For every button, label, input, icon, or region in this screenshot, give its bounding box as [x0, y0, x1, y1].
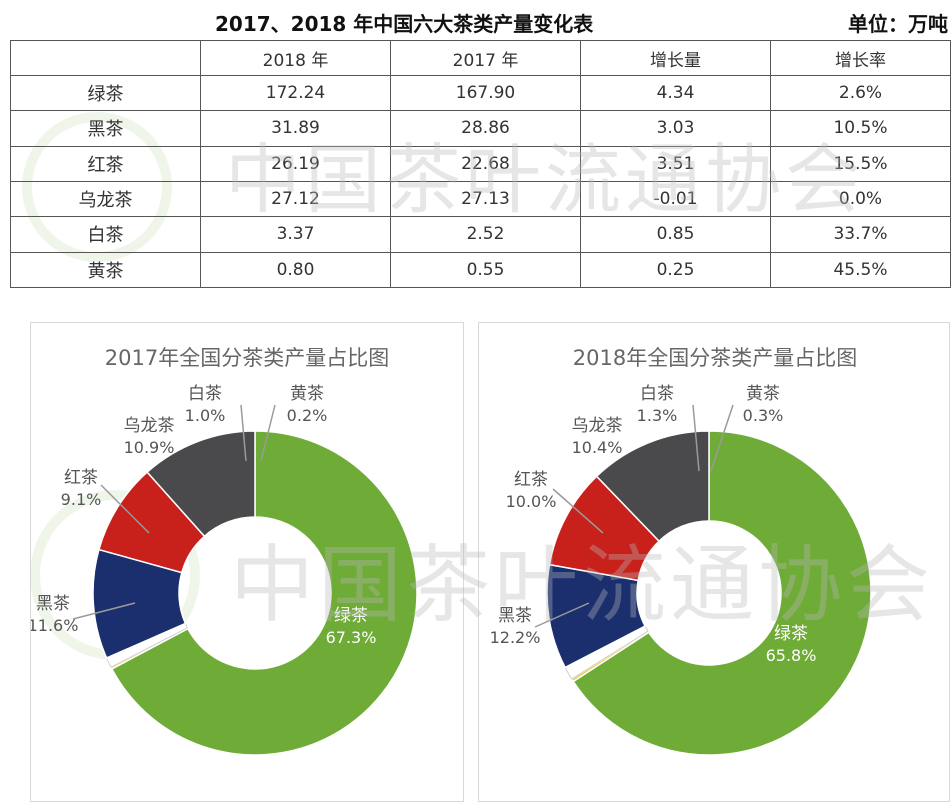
- table-cell: 167.90: [390, 74, 581, 112]
- slice-percent-white-tea: 1.0%: [185, 406, 226, 425]
- slice-percent-yellow-tea: 0.3%: [743, 406, 784, 425]
- slice-label-yellow-tea: 黄茶: [290, 384, 324, 404]
- table-cell: 0.80: [200, 251, 391, 289]
- slice-label-green-tea: 绿茶: [774, 624, 808, 644]
- table-row: 红茶 26.19 22.68 3.51 15.5%: [10, 145, 951, 182]
- table-cell: 172.24: [200, 74, 391, 112]
- table-cell: 0.25: [580, 251, 771, 289]
- table-row: 黄茶 0.80 0.55 0.25 45.5%: [10, 251, 951, 289]
- header-cell: 2017 年: [390, 40, 581, 76]
- row-label: 乌龙茶: [10, 180, 201, 218]
- header-cell: 增长量: [580, 40, 771, 76]
- slice-dark-tea: [595, 430, 710, 543]
- header-cell: 增长率: [770, 40, 951, 76]
- slice-green-tea: [572, 430, 872, 756]
- table-cell: 3.37: [200, 216, 391, 253]
- table-cell: 28.86: [390, 110, 581, 147]
- leader-line: [260, 404, 276, 462]
- slice-label-green-tea: 绿茶: [334, 606, 368, 626]
- table-cell: 3.03: [580, 110, 771, 147]
- slice-percent-white-tea: 1.3%: [637, 406, 678, 425]
- slice-percent-green-tea: 67.3%: [326, 628, 377, 647]
- table-row: 乌龙茶 27.12 27.13 -0.01 0.0%: [10, 180, 951, 218]
- table-header-row: 2018 年 2017 年 增长量 增长率: [10, 40, 951, 76]
- row-label: 白茶: [10, 216, 201, 253]
- table-cell: 4.34: [580, 74, 771, 112]
- table-cell: 3.51: [580, 145, 771, 182]
- leader-line: [240, 404, 247, 462]
- row-label: 红茶: [10, 145, 201, 182]
- slice-green-tea: [110, 430, 418, 756]
- table-cell: 10.5%: [770, 110, 951, 147]
- leader-line: [692, 404, 700, 472]
- chart-title: 2017年全国分茶类产量占比图: [105, 346, 389, 370]
- slice-dark-tea: [146, 430, 256, 538]
- slice-percent-black-tea: 10.0%: [506, 492, 557, 511]
- table-cell: 2.52: [390, 216, 581, 253]
- watermark-text: 中国茶叶流通协会: [230, 536, 935, 634]
- leader-line: [534, 602, 590, 628]
- slice-percent-dark-tea: 12.2%: [490, 628, 541, 647]
- slice-label-black-tea: 红茶: [514, 470, 548, 490]
- slice-percent-yellow-tea: 0.2%: [287, 406, 328, 425]
- table-title-bar: 2017、2018 年中国六大茶类产量变化表 单位：万吨: [0, 2, 952, 36]
- table-cell: 22.68: [390, 145, 581, 182]
- production-table: 2018 年 2017 年 增长量 增长率 绿茶 172.24 167.90 4…: [10, 40, 951, 289]
- table-row: 黑茶 31.89 28.86 3.03 10.5%: [10, 110, 951, 147]
- row-label: 黑茶: [10, 110, 201, 147]
- chart-title: 2018年全国分茶类产量占比图: [573, 346, 857, 370]
- leader-line: [100, 484, 150, 534]
- table-cell: 33.7%: [770, 216, 951, 253]
- slice-label-yellow-tea: 黄茶: [746, 384, 780, 404]
- slice-label-oolong-tea: 乌龙茶: [124, 416, 175, 436]
- leader-line: [72, 602, 136, 620]
- unit-label: 单位：万吨: [848, 12, 948, 36]
- chart-panel-2018: 2018年全国分茶类产量占比图绿茶 65.8% 黄茶 0.3% 白茶 1.3% 乌龙茶 10.…: [478, 322, 950, 802]
- chart-panel-2017: 2017年全国分茶类产量占比图绿茶 67.3% 黄茶 0.2% 白茶 1.0% 乌龙茶 10.…: [30, 322, 464, 802]
- table-cell: 45.5%: [770, 251, 951, 289]
- table-cell: 27.12: [200, 180, 391, 218]
- watermark-text: 中国茶叶流通协会: [225, 135, 865, 224]
- slice-label-white-tea: 白茶: [640, 384, 674, 404]
- slice-percent-dark-tea: 11.6%: [31, 616, 78, 635]
- table-title: 2017、2018 年中国六大茶类产量变化表: [215, 12, 594, 36]
- table-row: 白茶 3.37 2.52 0.85 33.7%: [10, 216, 951, 253]
- header-cell: 2018 年: [200, 40, 391, 76]
- slice-label-oolong-tea: 乌龙茶: [572, 416, 623, 436]
- slice-label-dark-tea: 黑茶: [498, 606, 532, 626]
- table-cell: 31.89: [200, 110, 391, 147]
- slice-label-white-tea: 白茶: [188, 384, 222, 404]
- slice-label-dark-tea: 黑茶: [36, 594, 70, 614]
- table-cell: 0.85: [580, 216, 771, 253]
- table-cell: 2.6%: [770, 74, 951, 112]
- slice-percent-black-tea: 9.1%: [61, 490, 102, 509]
- table-cell: 0.55: [390, 251, 581, 289]
- slice-label-black-tea: 红茶: [64, 468, 98, 488]
- slice-percent-oolong-tea: 10.9%: [124, 438, 175, 457]
- row-label: 黄茶: [10, 251, 201, 289]
- table-cell: -0.01: [580, 180, 771, 218]
- table-row: 绿茶 172.24 167.90 4.34 2.6%: [10, 74, 951, 112]
- header-cell: [10, 40, 201, 76]
- slice-percent-green-tea: 65.8%: [766, 646, 817, 665]
- leader-line: [710, 404, 734, 472]
- leader-line: [552, 488, 604, 534]
- row-label: 绿茶: [10, 74, 201, 112]
- slice-percent-oolong-tea: 10.4%: [572, 438, 623, 457]
